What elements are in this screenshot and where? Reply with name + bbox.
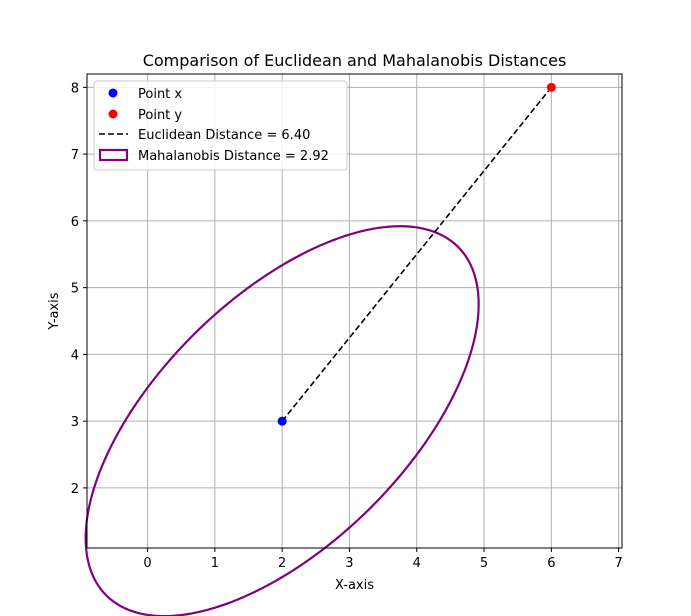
legend: Point x Point y Euclidean Distance = 6.40 M…	[93, 80, 348, 171]
x-axis-label: X-axis	[335, 578, 374, 593]
point-x	[277, 416, 287, 426]
y-tick-label: 2	[71, 482, 79, 497]
legend-label-euclidean: Euclidean Distance = 6.40	[138, 128, 310, 143]
plot-data	[84, 82, 556, 616]
plot-frame	[86, 73, 623, 549]
legend-marker-point-x	[108, 88, 118, 98]
x-tick-label: 7	[614, 556, 622, 571]
point-y	[546, 82, 556, 92]
mahalanobis-ellipse	[84, 225, 480, 616]
axis-ticks: 0 1 2 3 4 5 6 7 2 3 4 5 6 7 8	[71, 81, 623, 571]
x-tick-label: 0	[143, 556, 151, 571]
legend-label-mahalanobis: Mahalanobis Distance = 2.92	[138, 149, 329, 164]
y-tick-label: 6	[71, 215, 79, 230]
y-tick-label: 5	[71, 282, 79, 297]
x-tick-label: 4	[413, 556, 421, 571]
legend-marker-mahalanobis	[98, 148, 129, 162]
legend-label-point-x: Point x	[138, 87, 182, 102]
y-tick-label: 7	[71, 148, 79, 163]
legend-box	[93, 80, 348, 171]
legend-label-point-y: Point y	[138, 108, 182, 123]
x-tick-label: 3	[345, 556, 353, 571]
y-tick-label: 3	[71, 415, 79, 430]
chart-title: Comparison of Euclidean and Mahalanobis …	[143, 51, 567, 70]
legend-marker-point-y	[108, 109, 118, 119]
y-axis-label: Y-axis	[47, 292, 62, 330]
x-tick-label: 5	[480, 556, 488, 571]
x-tick-label: 6	[547, 556, 555, 571]
y-tick-label: 8	[71, 81, 79, 96]
x-tick-label: 1	[211, 556, 219, 571]
y-tick-label: 4	[71, 348, 79, 363]
x-tick-label: 2	[278, 556, 286, 571]
